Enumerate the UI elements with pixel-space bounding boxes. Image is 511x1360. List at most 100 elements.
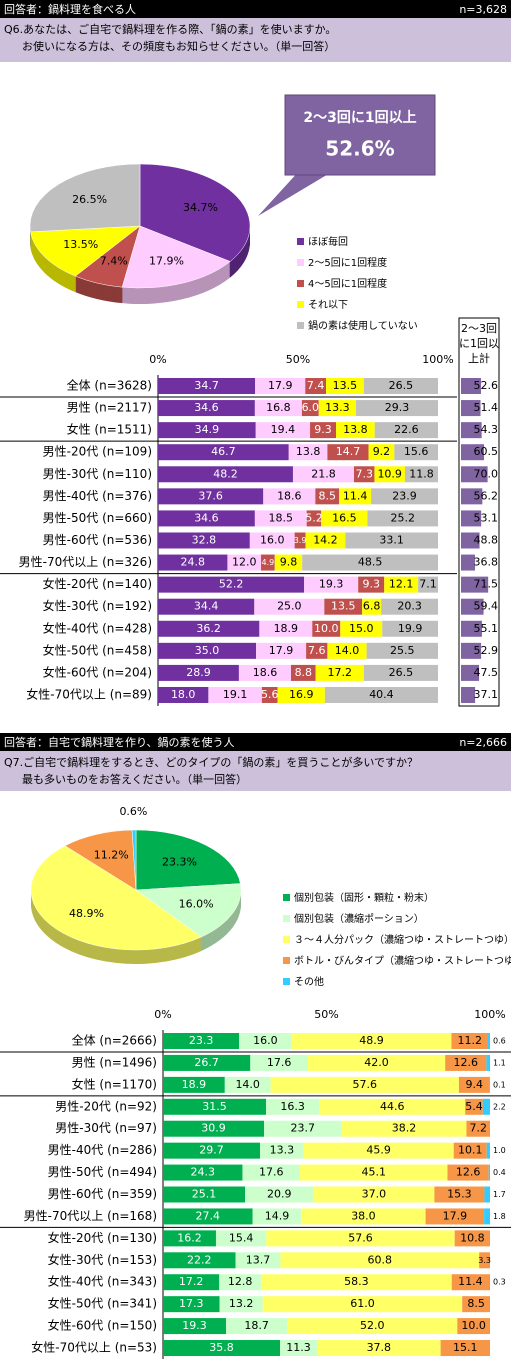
bar-segment: [366, 642, 438, 659]
bar-label: 10.1: [458, 1144, 483, 1157]
bar-segment: [291, 664, 316, 681]
category-label: 男性-60代 (n=359): [48, 1187, 157, 1201]
bar-segment: [374, 422, 438, 439]
legend-label: 鍋の素は使用していない: [308, 319, 418, 332]
bar-segment: [381, 598, 438, 615]
bar-label: 25.1: [192, 1188, 217, 1201]
bar-segment: [158, 576, 305, 593]
bar-segment: [270, 1076, 459, 1093]
bar-segment: [305, 532, 346, 549]
bar-label: 58.3: [344, 1275, 369, 1288]
category-label: 男性-50代 (n=494): [48, 1165, 157, 1179]
bar-label: 18.6: [277, 489, 302, 502]
bar-segment: [363, 378, 438, 394]
total-column-box: [458, 317, 500, 707]
bar-label: 31.5: [202, 1100, 227, 1113]
category-label: 男性-40代 (n=376): [43, 489, 152, 503]
bar-label: 13.2: [229, 1297, 254, 1310]
bar-segment: [374, 466, 405, 483]
total-label: 71.5: [474, 578, 499, 591]
bar-segment: [339, 488, 372, 505]
total-label: 59.4: [474, 600, 499, 613]
legend-swatch: [297, 301, 304, 308]
bar-segment: [489, 1274, 490, 1291]
question-box: [0, 751, 511, 791]
bar-segment: [404, 466, 438, 483]
legend-label: ３～４人分パック（濃縮つゆ・ストレートつゆ）: [294, 933, 511, 946]
bar-segment: [163, 1230, 216, 1247]
bar-segment: [239, 1033, 292, 1049]
legend-swatch: [297, 280, 304, 287]
x-tick-label: 50%: [286, 353, 310, 366]
bar-label: 17.6: [259, 1166, 284, 1179]
bar-segment: [484, 1186, 490, 1203]
total-bar: [461, 576, 489, 593]
bar-label: 37.0: [362, 1188, 387, 1201]
bar-label: 16.5: [332, 511, 357, 524]
bar-label: 9.2: [373, 445, 391, 458]
bar-segment: [260, 1142, 304, 1159]
bar-segment: [158, 664, 239, 681]
bar-label: 6.8: [363, 600, 381, 613]
bar-segment: [307, 1054, 446, 1071]
legend-swatch: [283, 894, 290, 901]
category-label: 女性 (n=1170): [72, 1076, 157, 1091]
bar-label: 1.7: [493, 1190, 506, 1199]
bar-segment: [158, 400, 255, 417]
bar-segment: [451, 1033, 489, 1049]
bar-label: 12.0: [232, 556, 257, 569]
bar-segment: [310, 422, 337, 439]
bar-label: 36.2: [196, 622, 221, 635]
total-bar: [461, 642, 482, 659]
bar-segment: [280, 1252, 480, 1269]
pie-slice: [64, 829, 137, 891]
pie-label: 11.2%: [94, 849, 129, 862]
sample-size: n=3,628: [459, 3, 507, 16]
bar-segment: [163, 1274, 220, 1291]
pie-label: 26.5%: [72, 193, 107, 206]
legend-label: 個別包装（固形・顆粒・粉末）: [294, 891, 434, 904]
category-label: 女性-60代 (n=204): [43, 664, 152, 679]
bar-segment: [274, 554, 303, 571]
bar-segment: [254, 510, 307, 527]
category-label: 女性-70代以上 (n=53): [31, 1340, 157, 1355]
bar-segment: [418, 576, 438, 593]
bar-segment: [458, 1076, 490, 1093]
x-tick-label: 0%: [154, 1008, 171, 1021]
bar-label: 15.3: [447, 1188, 472, 1201]
bar-label: 17.9: [443, 1209, 468, 1222]
bar-label: 1.1: [493, 1058, 506, 1067]
x-tick-label: 0%: [149, 353, 166, 366]
category-label: 女性-20代 (n=140): [43, 576, 152, 591]
bar-segment: [291, 1033, 452, 1049]
bar-segment: [371, 488, 438, 505]
bar-segment: [294, 532, 306, 549]
bar-label: 12.6: [454, 1056, 479, 1069]
bar-label: 10.0: [461, 1319, 486, 1332]
bar-label: 40.4: [369, 688, 394, 701]
legend-label: その他: [294, 975, 324, 988]
bar-segment: [163, 1296, 220, 1313]
bar-segment: [163, 1186, 246, 1203]
bar-segment: [306, 642, 328, 659]
bar-segment: [457, 1318, 490, 1335]
bar-label: 13.7: [246, 1253, 271, 1266]
question-line: Q6.あなたは、ご自宅で鍋料理を作る際、「鍋の素」を使いますか。: [4, 22, 336, 36]
bar-label: 48.2: [213, 467, 238, 480]
pie-label: 0.6%: [119, 805, 147, 818]
total-column-title: 2～3回に1回以上計: [459, 322, 499, 365]
bar-segment: [242, 1164, 301, 1181]
total-bar: [461, 488, 483, 505]
bar-label: 16.8: [266, 401, 291, 414]
pie-label: 48.9%: [69, 907, 104, 920]
total-label: 60.5: [474, 445, 499, 458]
bar-label: 48.9: [359, 1034, 384, 1047]
bar-label: 14.2: [313, 533, 338, 546]
bar-segment: [254, 598, 325, 615]
category-label: 女性-20代 (n=130): [48, 1230, 157, 1245]
bar-label: 22.6: [394, 423, 419, 436]
bar-label: 26.5: [389, 666, 414, 679]
bar-segment: [224, 1076, 271, 1093]
bar-label: 14.0: [335, 644, 360, 657]
bar-segment: [219, 1274, 262, 1291]
